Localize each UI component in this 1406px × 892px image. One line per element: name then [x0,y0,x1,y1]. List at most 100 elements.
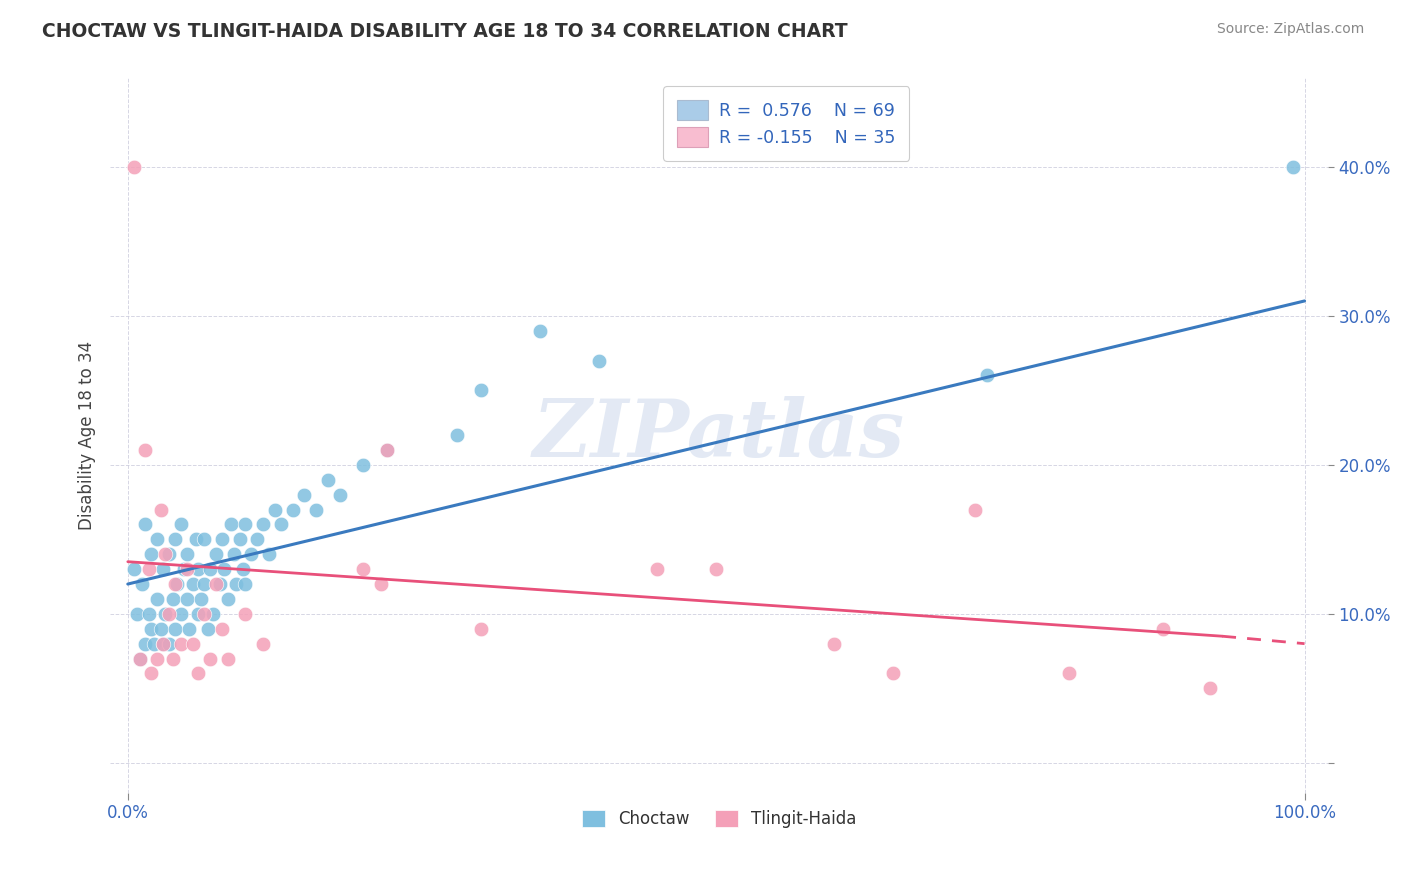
Point [221,517,243,532]
Point [588,353,610,368]
Point [965,502,987,516]
Point [240,547,263,561]
Point [176,547,198,561]
Point [823,637,845,651]
Point [131,577,153,591]
Point [529,324,551,338]
Point [704,562,727,576]
Point [1057,666,1080,681]
Point [235,577,257,591]
Point [157,547,180,561]
Point [235,517,257,532]
Point [122,160,145,174]
Point [134,442,156,457]
Point [152,637,174,651]
Point [270,517,292,532]
Text: ZIPatlas: ZIPatlas [533,396,905,474]
Point [201,607,224,621]
Text: Source: ZipAtlas.com: Source: ZipAtlas.com [1216,22,1364,37]
Point [305,502,328,516]
Point [252,637,274,651]
Point [375,442,398,457]
Point [187,666,209,681]
Point [138,562,160,576]
Point [316,473,339,487]
Point [141,547,163,561]
Point [232,562,254,576]
Point [177,622,200,636]
Legend: Choctaw, Tlingit-Haida: Choctaw, Tlingit-Haida [575,803,863,834]
Point [128,651,150,665]
Point [198,651,221,665]
Point [370,577,392,591]
Point [1199,681,1222,696]
Point [181,577,204,591]
Point [187,607,209,621]
Point [470,384,492,398]
Point [141,622,163,636]
Point [193,533,215,547]
Point [152,562,174,576]
Point [134,517,156,532]
Point [181,637,204,651]
Point [122,562,145,576]
Point [976,368,998,383]
Point [246,533,269,547]
Point [142,637,165,651]
Text: CHOCTAW VS TLINGIT-HAIDA DISABILITY AGE 18 TO 34 CORRELATION CHART: CHOCTAW VS TLINGIT-HAIDA DISABILITY AGE … [42,22,848,41]
Point [170,517,193,532]
Point [257,547,280,561]
Point [170,637,193,651]
Point [882,666,904,681]
Point [138,607,160,621]
Point [470,622,492,636]
Point [208,577,231,591]
Point [170,607,193,621]
Point [163,533,186,547]
Point [225,577,247,591]
Point [166,577,188,591]
Point [217,591,239,606]
Point [1281,160,1303,174]
Point [141,666,163,681]
Point [173,562,195,576]
Point [193,607,215,621]
Point [197,622,219,636]
Point [217,651,239,665]
Point [162,651,184,665]
Point [146,533,169,547]
Point [214,562,236,576]
Point [329,488,352,502]
Point [184,533,207,547]
Point [157,607,180,621]
Point [205,577,228,591]
Point [264,502,287,516]
Point [134,637,156,651]
Point [281,502,304,516]
Point [352,458,374,472]
Point [222,547,245,561]
Point [228,533,250,547]
Point [149,622,172,636]
Point [211,533,233,547]
Point [155,607,177,621]
Point [152,637,174,651]
Point [446,428,468,442]
Point [146,591,169,606]
Point [205,547,228,561]
Point [163,622,186,636]
Point [235,607,257,621]
Y-axis label: Disability Age 18 to 34: Disability Age 18 to 34 [79,341,96,530]
Point [252,517,274,532]
Point [647,562,669,576]
Point [292,488,315,502]
Point [155,547,177,561]
Point [352,562,374,576]
Point [193,577,215,591]
Point [211,622,233,636]
Point [375,442,398,457]
Point [128,651,150,665]
Point [149,502,172,516]
Point [190,591,212,606]
Point [146,651,169,665]
